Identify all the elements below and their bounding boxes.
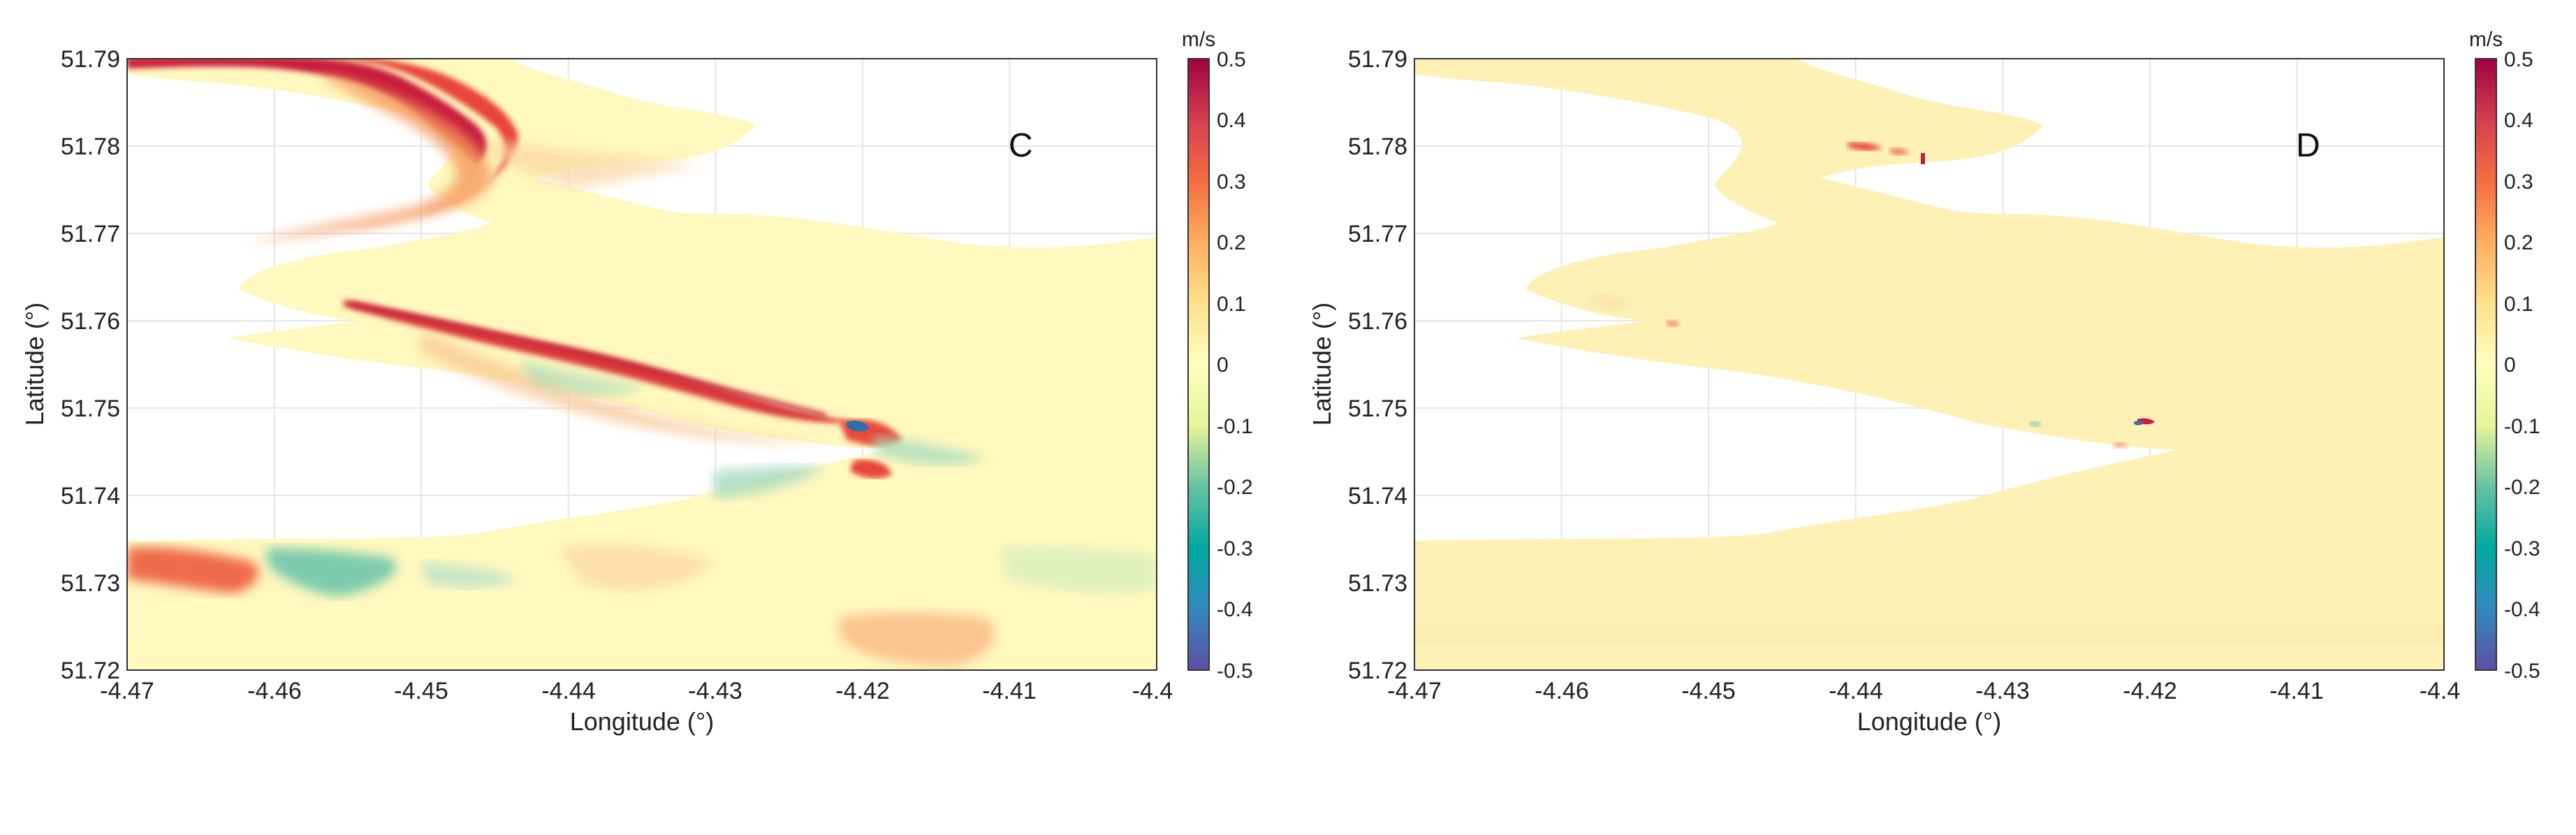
y-tick-label: 51.77	[1348, 221, 1407, 247]
colorbar-tick: -0.2	[1217, 476, 1253, 499]
x-tick-label: -4.45	[394, 678, 448, 704]
y-tick-label: 51.79	[61, 46, 120, 73]
y-tick-label: 51.75	[61, 395, 120, 422]
colorbar-tick: -0.1	[1217, 415, 1253, 438]
y-tick-label: 51.76	[61, 308, 120, 335]
y-tick-label: 51.77	[61, 221, 120, 247]
colorbar-tick: -0.4	[2504, 598, 2540, 621]
x-tick-label: -4.45	[1681, 678, 1736, 704]
x-axis-title-c: Longitude (°)	[570, 707, 715, 736]
x-tick-labels-d: -4.47 -4.46 -4.45 -4.44 -4.43 -4.42 -4.4…	[1387, 678, 2460, 704]
velocity-field-c	[127, 59, 1157, 670]
y-tick-label: 51.73	[61, 570, 120, 597]
x-tick-label: -4.42	[835, 678, 890, 704]
colorbar-tick: 0.2	[2504, 231, 2533, 254]
x-tick-label: -4.42	[2123, 678, 2177, 704]
y-tick-label: 51.78	[61, 133, 120, 160]
y-tick-labels-c: 51.79 51.78 51.77 51.76 51.75 51.74 51.7…	[61, 46, 120, 684]
colorbar-tick: -0.5	[2504, 660, 2540, 683]
y-tick-label: 51.72	[1348, 658, 1407, 684]
y-tick-labels-d: 51.79 51.78 51.77 51.76 51.75 51.74 51.7…	[1348, 46, 1407, 684]
colorbar-unit-c: m/s	[1182, 28, 1215, 51]
colorbar-d: m/s 0.5 0.4 0.3 0.2 0.1 0 -0.1 -0.2 -0.3…	[2469, 28, 2540, 683]
velocity-field-d	[1414, 59, 2444, 670]
x-tick-label: -4.41	[2269, 678, 2324, 704]
colorbar-tick: -0.5	[1217, 660, 1253, 683]
panel-c: C	[126, 58, 1157, 671]
y-axis-title-d: Latitude (°)	[1308, 303, 1336, 426]
x-tick-label: -4.46	[1535, 678, 1589, 704]
colorbar-tick: -0.2	[2504, 476, 2540, 499]
colorbar-tick: 0.4	[1217, 109, 1246, 132]
x-tick-label: -4.46	[247, 678, 302, 704]
x-tick-label: -4.47	[1387, 678, 1442, 704]
x-tick-label: -4.44	[1829, 678, 1883, 704]
colorbar-tick: 0.4	[2504, 109, 2533, 132]
colorbar-tick: 0.3	[1217, 170, 1246, 194]
y-tick-label: 51.73	[1348, 570, 1407, 597]
y-tick-label: 51.74	[61, 483, 120, 509]
x-tick-label: -4.44	[541, 678, 596, 704]
panel-label-c: C	[1009, 127, 1033, 164]
colorbar-tick: 0.2	[1217, 231, 1246, 254]
colorbar-tick: -0.1	[2504, 415, 2540, 438]
colorbar-tick: -0.4	[1217, 598, 1253, 621]
colorbar-tick: 0.5	[2504, 48, 2533, 71]
x-tick-label: -4.47	[100, 678, 154, 704]
y-tick-label: 51.72	[61, 658, 120, 684]
x-tick-labels-c: -4.47 -4.46 -4.45 -4.44 -4.43 -4.42 -4.4…	[100, 678, 1173, 704]
panel-d: D	[1414, 58, 2445, 671]
x-tick-label: -4.4	[2420, 678, 2461, 704]
colorbar-tick: 0	[2504, 354, 2516, 377]
colorbar-tick: -0.3	[1217, 537, 1253, 560]
y-tick-label: 51.75	[1348, 395, 1407, 422]
y-tick-label: 51.76	[1348, 308, 1407, 335]
y-tick-label: 51.79	[1348, 46, 1407, 73]
y-axis-title-c: Latitude (°)	[20, 303, 49, 426]
x-tick-label: -4.43	[688, 678, 742, 704]
colorbar-tick: 0.5	[1217, 48, 1246, 71]
colorbar-c: m/s 0.5 0.4 0.3 0.2 0.1 0 -0.1 -0.2 -0.3…	[1182, 28, 1253, 683]
x-tick-label: -4.43	[1975, 678, 2030, 704]
y-tick-label: 51.74	[1348, 483, 1407, 509]
x-tick-label: -4.41	[982, 678, 1037, 704]
colorbar-tick: 0.3	[2504, 170, 2533, 194]
colorbar-tick: 0.1	[2504, 293, 2533, 316]
colorbar-unit-d: m/s	[2469, 28, 2503, 51]
colorbar-tick: 0	[1217, 354, 1229, 377]
x-tick-label: -4.4	[1132, 678, 1173, 704]
colorbar-tick: -0.3	[2504, 537, 2540, 560]
colorbar-tick: 0.1	[1217, 293, 1246, 316]
y-tick-label: 51.78	[1348, 133, 1407, 160]
panel-label-d: D	[2296, 127, 2320, 164]
x-axis-title-d: Longitude (°)	[1857, 707, 2002, 736]
